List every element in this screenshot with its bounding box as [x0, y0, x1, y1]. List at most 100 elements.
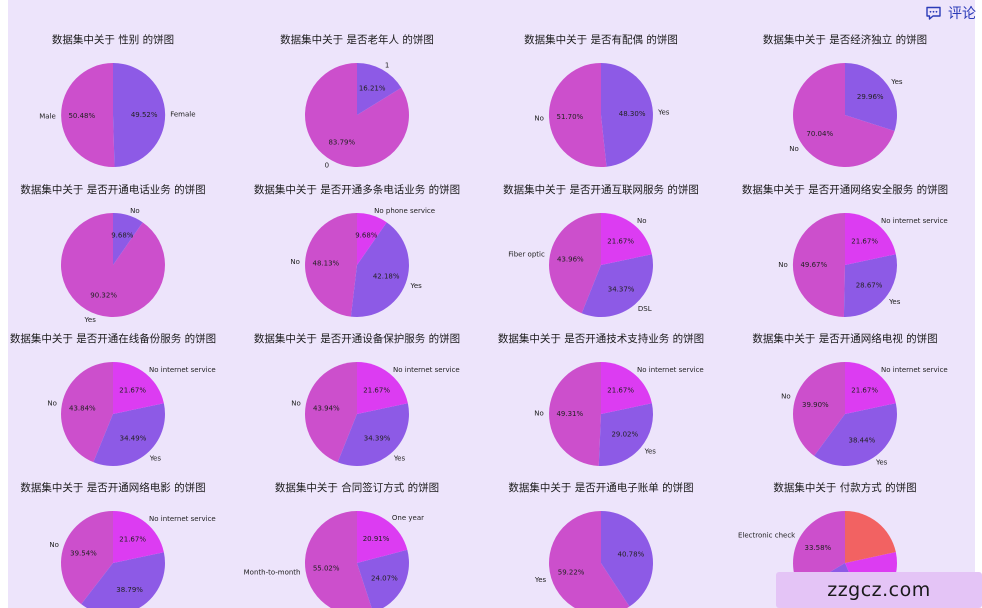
pie-slice [549, 213, 601, 314]
slice-category-label: One year [392, 514, 424, 522]
slice-category-label: Yes [84, 316, 97, 324]
slice-category-label: Electronic check [738, 531, 796, 539]
slice-percent-label: 21.67% [119, 386, 146, 394]
chart-title: 数据集中关于 是否开通在线备份服务 的饼图 [10, 332, 216, 345]
pie-slice [845, 63, 898, 131]
slice-percent-label: 16.21% [359, 84, 386, 92]
chart-title: 数据集中关于 是否开通网络电视 的饼图 [752, 332, 937, 345]
pie-slice [601, 213, 652, 265]
slice-percent-label: 21.67% [607, 237, 634, 245]
slice-percent-label: 43.94% [313, 405, 340, 413]
slice-percent-label: 38.79% [116, 586, 143, 594]
pie-slice [814, 403, 897, 466]
comment-button[interactable]: 评论 [925, 3, 976, 23]
pie-slice [581, 254, 654, 317]
pie-slice [60, 511, 113, 605]
slice-percent-label: 55.02% [313, 564, 340, 572]
slice-percent-label: 21.67% [607, 386, 634, 394]
pie-slice [305, 213, 357, 317]
slice-category-label: No internet service [393, 366, 460, 374]
pie-slice [61, 63, 115, 167]
pie-chart-4: 数据集中关于 是否经济独立 的饼图 70.04% No 29.96% Yes [763, 33, 927, 167]
slice-category-label: No [534, 115, 544, 123]
chart-title: 数据集中关于 是否开通技术支持业务 的饼图 [498, 332, 704, 345]
pie-slice [357, 361, 408, 414]
slice-category-label: No [47, 400, 57, 408]
chart-title: 数据集中关于 是否开通设备保护服务 的饼图 [254, 332, 460, 345]
slice-category-label: No internet service [637, 366, 704, 374]
slice-percent-label: 29.02% [611, 431, 638, 439]
slice-category-label: Female [170, 111, 195, 119]
pie-slice [792, 212, 845, 317]
slice-category-label: No internet service [149, 515, 216, 523]
slice-category-label: No phone service [374, 207, 435, 215]
slice-category-label: No [789, 145, 799, 153]
slice-percent-label: 29.96% [857, 93, 884, 101]
slice-percent-label: 49.67% [800, 261, 827, 269]
slice-percent-label: 48.30% [619, 110, 646, 118]
slice-percent-label: 49.31% [556, 410, 583, 418]
pie-slice [304, 362, 357, 463]
slice-category-label: 0 [325, 161, 329, 169]
pie-chart-11: 数据集中关于 是否开通技术支持业务 的饼图 49.31% No 29.02% Yes 21… [498, 332, 704, 466]
pie-slice [60, 212, 165, 317]
pie-slice [305, 511, 372, 608]
slice-percent-label: 24.07% [371, 574, 398, 582]
slice-percent-label: 34.37% [608, 285, 635, 293]
pie-chart-5: 数据集中关于 是否开通电话业务 的饼图 90.32% Yes 9.68% No [20, 183, 205, 324]
slice-category-label: No internet service [881, 366, 948, 374]
slice-category-label: DSL [638, 305, 652, 313]
slice-category-label: Yes [875, 459, 888, 467]
slice-category-label: Yes [644, 447, 657, 455]
slice-category-label: Yes [534, 576, 547, 584]
pie-chart-3: 数据集中关于 是否有配偶 的饼图 51.70% No 48.30% Yes [524, 33, 678, 167]
pie-slice [845, 362, 896, 414]
slice-category-label: Yes [393, 454, 406, 462]
pie-slice [357, 511, 408, 563]
pie-chart-10: 数据集中关于 是否开通设备保护服务 的饼图 43.94% No 34.39% Yes 21… [254, 332, 460, 467]
slice-percent-label: 39.90% [802, 401, 829, 409]
slice-percent-label: 42.18% [373, 273, 400, 281]
pie-slice [113, 62, 166, 167]
pie-slice [113, 213, 143, 265]
pie-slice [549, 362, 601, 466]
slice-percent-label: 49.52% [131, 111, 158, 119]
slice-percent-label: 21.67% [851, 386, 878, 394]
pie-chart-13: 数据集中关于 是否开通网络电影 的饼图39.54%No38.79%Yes21.6… [20, 481, 216, 608]
slice-category-label: No [781, 393, 791, 401]
pie-chart-14: 数据集中关于 合同签订方式 的饼图 55.02% Month-to-month 24.… [244, 481, 439, 608]
slice-percent-label: 51.70% [556, 113, 583, 121]
slice-category-label: Yes [890, 78, 903, 86]
slice-percent-label: 83.79% [328, 139, 355, 147]
pie-slice [81, 552, 166, 608]
pie-chart-1: 数据集中关于 性别 的饼图 50.48% Male 49.52% Female [39, 33, 196, 167]
chart-title: 数据集中关于 是否开通网络安全服务 的饼图 [742, 183, 948, 196]
pie-slice [793, 63, 895, 167]
slice-category-label: No [637, 217, 647, 225]
slice-category-label: Fiber optic [508, 251, 545, 259]
pie-slice [793, 511, 845, 590]
slice-category-label: No [130, 207, 140, 215]
pie-chart-7: 数据集中关于 是否开通互联网服务 的饼图 43.96% Fiber optic 34.… [503, 183, 699, 317]
chart-title: 数据集中关于 合同签订方式 的饼图 [275, 481, 439, 494]
chart-title: 数据集中关于 是否有配偶 的饼图 [524, 33, 678, 46]
slice-category-label: No [49, 541, 59, 549]
slice-percent-label: 21.67% [363, 386, 390, 394]
slice-percent-label: 9.68% [111, 232, 134, 240]
slice-category-label: 1 [385, 62, 389, 70]
slice-percent-label: 48.13% [312, 260, 339, 268]
pie-slice [305, 63, 410, 168]
pie-chart-9: 数据集中关于 是否开通在线备份服务 的饼图 43.84% No 34.49% Yes 21… [10, 332, 216, 466]
slice-percent-label: 9.68% [355, 232, 378, 240]
pie-chart-2: 数据集中关于 是否老年人 的饼图 83.79% 0 16.21% 1 [280, 33, 434, 169]
chart-title: 数据集中关于 付款方式 的饼图 [773, 481, 916, 494]
chart-title: 数据集中关于 性别 的饼图 [52, 33, 174, 46]
pie-slice [350, 222, 409, 317]
pie-slice [792, 362, 845, 456]
slice-percent-label: 40.78% [618, 551, 645, 559]
chart-title: 数据集中关于 是否经济独立 的饼图 [763, 33, 927, 46]
chart-title: 数据集中关于 是否开通互联网服务 的饼图 [503, 183, 699, 196]
chat-comment-icon [925, 5, 942, 21]
slice-percent-label: 59.22% [558, 568, 585, 576]
